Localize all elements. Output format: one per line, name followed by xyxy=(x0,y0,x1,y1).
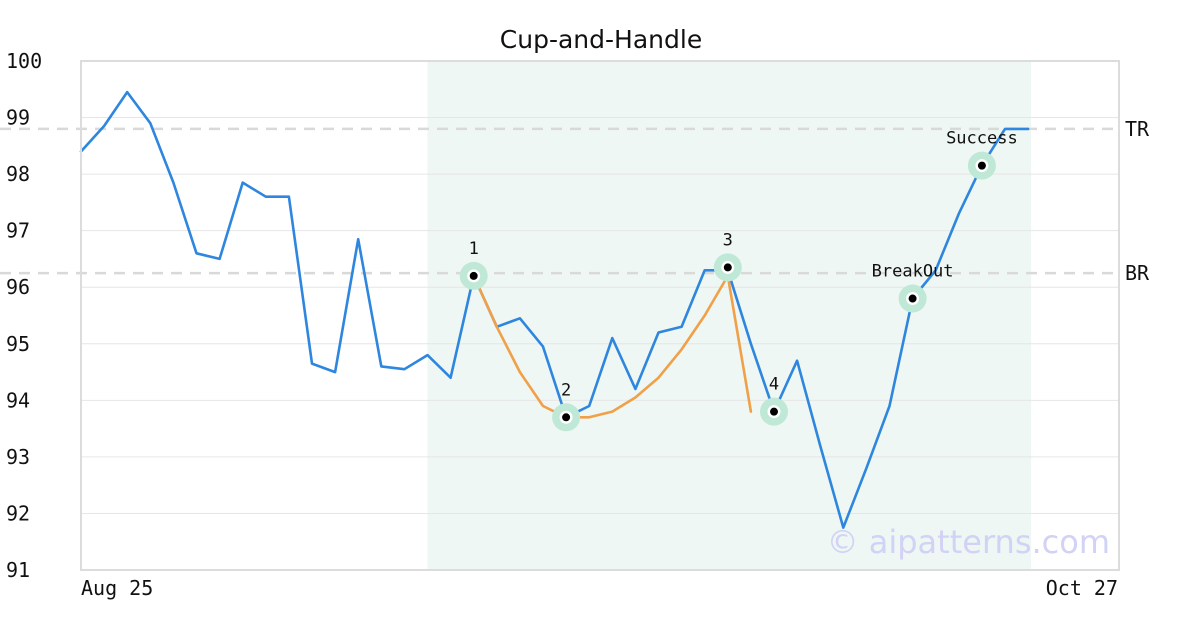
level-label-br: BR xyxy=(1125,261,1150,285)
cup-fit-line xyxy=(472,274,753,419)
point-marker-4 xyxy=(770,407,778,416)
y-tick-label: 100 xyxy=(6,49,42,73)
y-tick-label: 92 xyxy=(6,501,30,525)
plot-frame xyxy=(80,60,1120,571)
point-label-success: Success xyxy=(946,129,1018,149)
point-label-1: 1 xyxy=(469,239,479,259)
y-tick-label: 95 xyxy=(6,332,30,356)
pattern-region xyxy=(427,61,1032,570)
y-tick-label: 94 xyxy=(6,388,30,412)
price-line xyxy=(79,90,1030,529)
x-axis-end-label: Oct 27 xyxy=(1046,576,1118,600)
level-label-tr: TR xyxy=(1125,117,1150,141)
point-label-4: 4 xyxy=(769,375,779,395)
chart-title: Cup-and-Handle xyxy=(500,25,702,54)
y-tick-label: 91 xyxy=(6,558,30,582)
point-marker-1 xyxy=(469,271,478,280)
y-tick-label: 97 xyxy=(6,219,30,243)
y-tick-label: 93 xyxy=(6,445,30,469)
point-marker-breakout xyxy=(908,294,917,303)
point-marker-3 xyxy=(723,263,732,272)
point-label-3: 3 xyxy=(723,230,733,250)
y-tick-label: 99 xyxy=(6,106,30,130)
point-label-2: 2 xyxy=(561,380,571,400)
y-tick-label: 96 xyxy=(6,275,30,299)
point-label-breakout: BreakOut xyxy=(872,262,954,282)
watermark: © aipatterns.com xyxy=(827,523,1110,561)
point-marker-2 xyxy=(562,413,571,422)
x-axis-start-label: Aug 25 xyxy=(81,576,153,600)
y-tick-label: 98 xyxy=(6,162,30,186)
point-marker-success xyxy=(977,161,986,170)
